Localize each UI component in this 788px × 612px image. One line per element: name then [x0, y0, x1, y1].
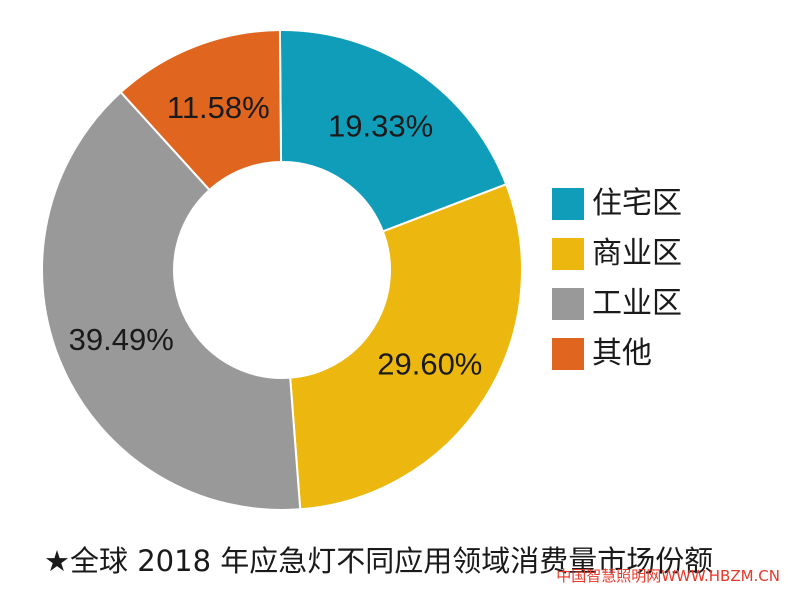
legend-item-commercial: 商业区 [552, 234, 682, 274]
slice-residential [278, 29, 508, 233]
legend-label-other: 其他 [592, 336, 652, 371]
slice-label-industrial: 39.49% [69, 322, 174, 357]
legend-swatch-industrial [552, 288, 584, 320]
legend-swatch-other [552, 338, 584, 370]
watermark: 中国智慧照明网WWW.HBZM.CN [556, 567, 780, 585]
legend-item-other: 其他 [552, 334, 682, 374]
slice-label-commercial: 29.60% [377, 347, 482, 382]
slice-industrial [41, 90, 302, 511]
slice-other [119, 29, 283, 192]
legend-label-commercial: 商业区 [592, 236, 682, 271]
slice-commercial [289, 183, 523, 511]
chart-caption: ★全球 2018 年应急灯不同应用领域消费量市场份额 [44, 544, 714, 578]
slice-label-other: 11.58% [167, 90, 270, 125]
chart-legend: 住宅区 商业区 工业区 其他 [552, 184, 682, 384]
legend-swatch-residential [552, 188, 584, 220]
legend-label-industrial: 工业区 [592, 286, 682, 321]
legend-item-industrial: 工业区 [552, 284, 682, 324]
legend-label-residential: 住宅区 [592, 186, 682, 221]
legend-item-residential: 住宅区 [552, 184, 682, 224]
slice-label-residential: 19.33% [328, 108, 433, 143]
legend-swatch-commercial [552, 238, 584, 270]
